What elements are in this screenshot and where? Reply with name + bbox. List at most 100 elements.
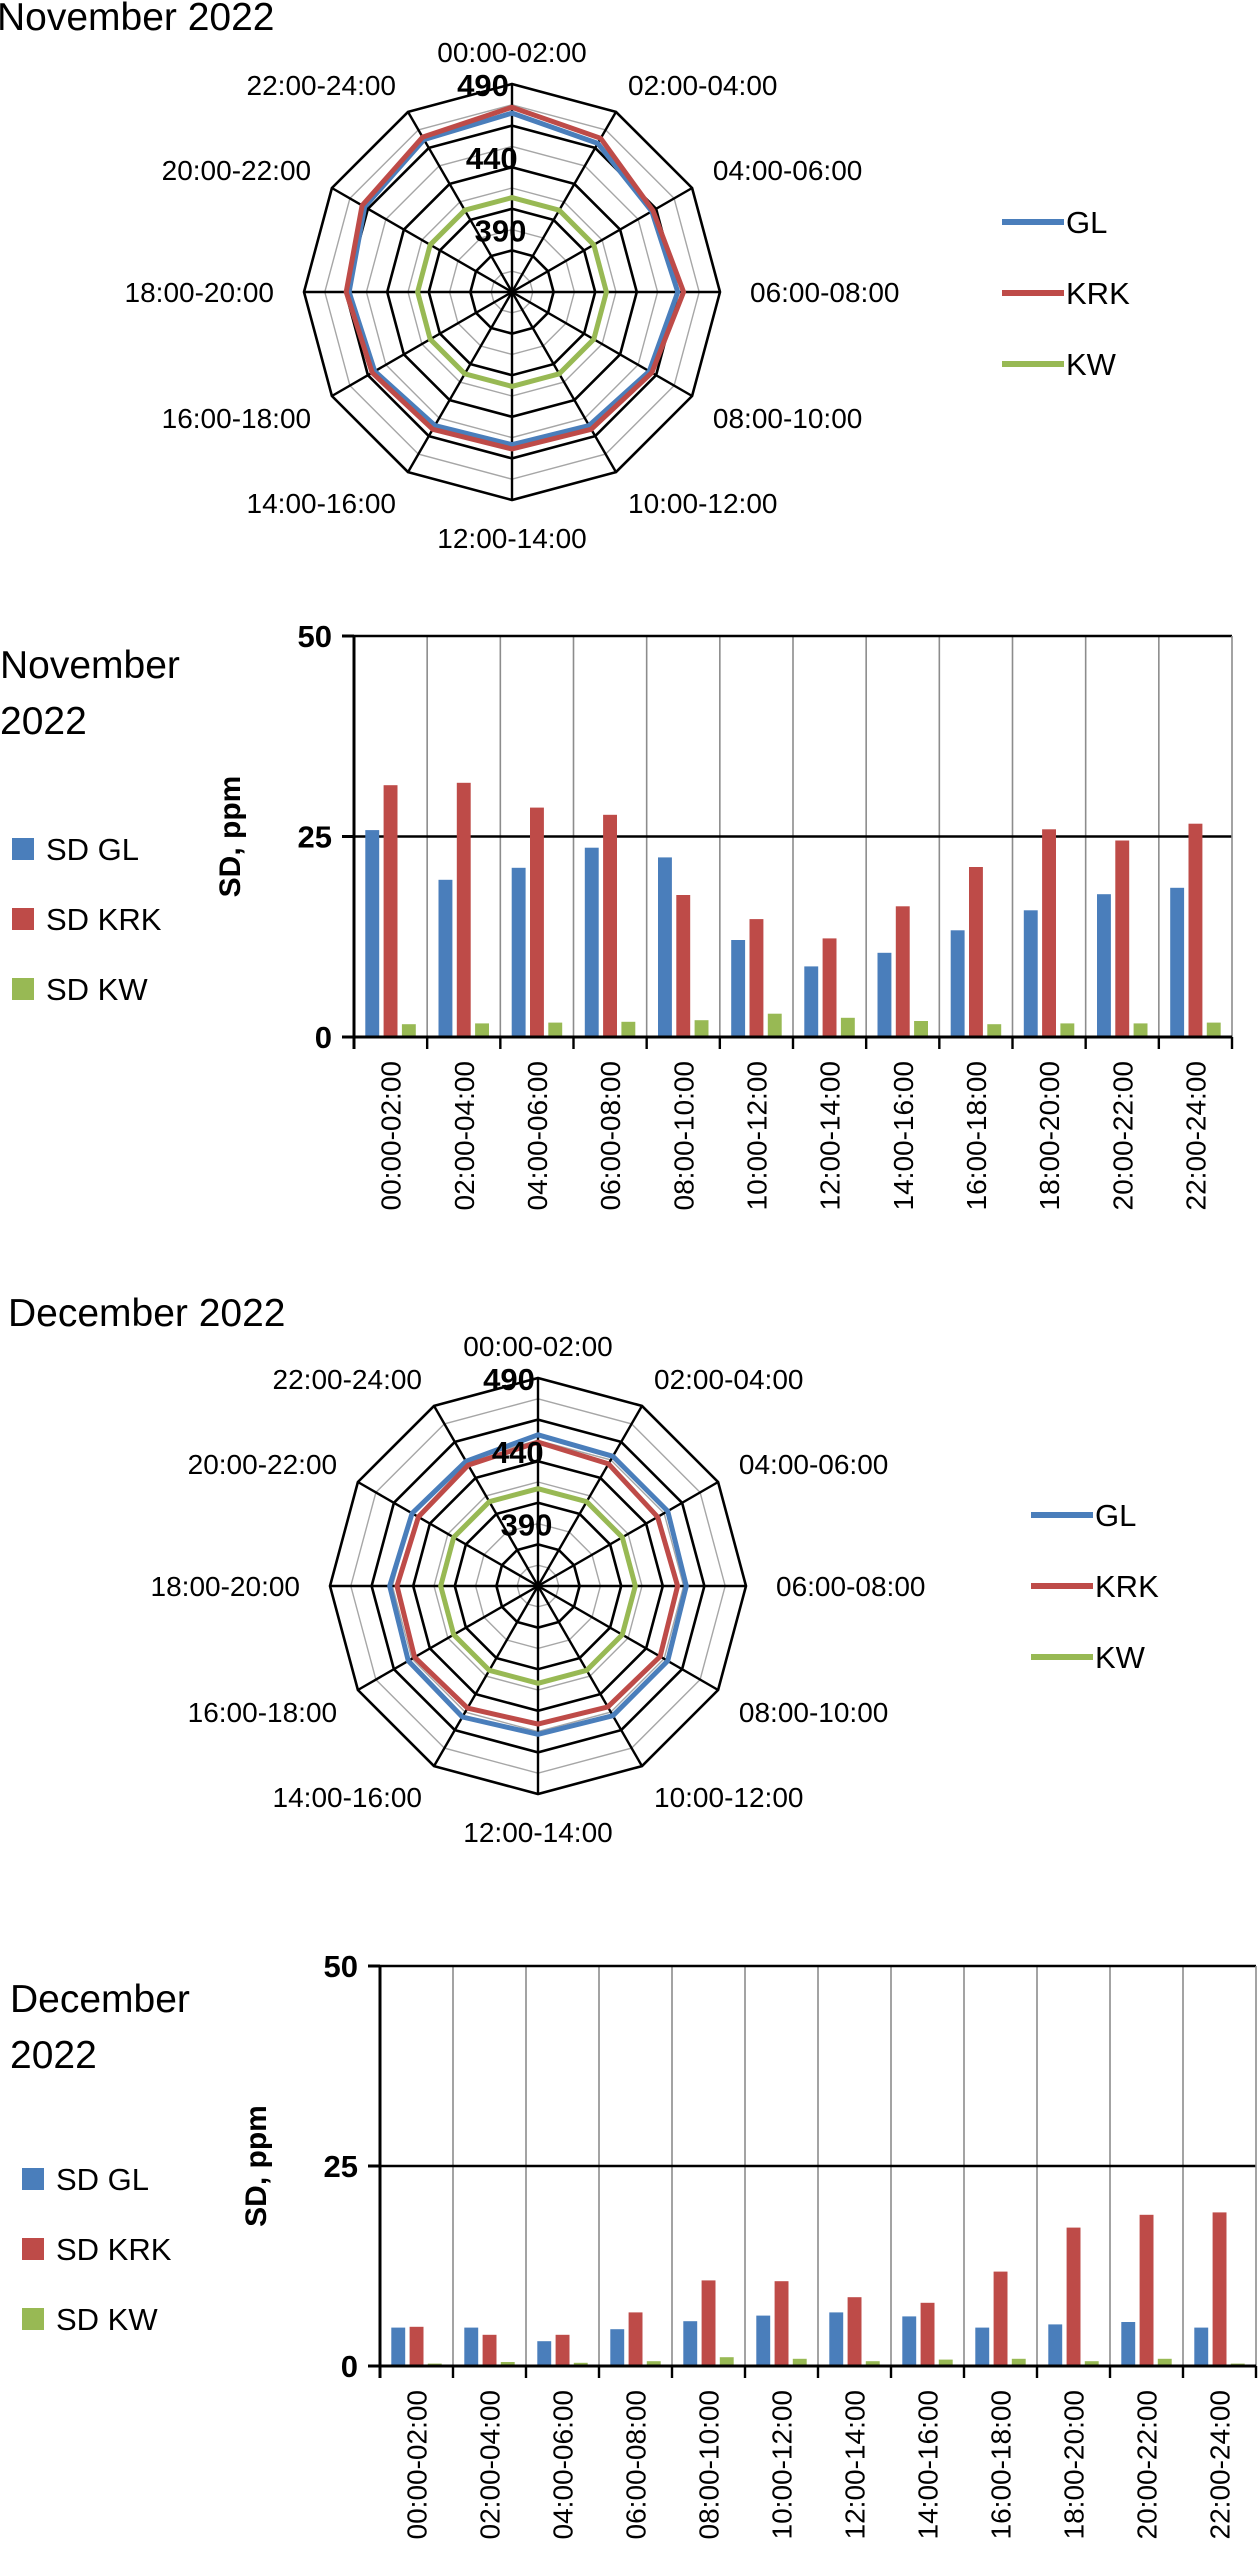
radar-series-kw <box>415 195 609 389</box>
bar-sd-kw <box>1011 2358 1026 2366</box>
bar-sd-kw <box>1157 2358 1172 2366</box>
bar-sd-krk <box>1212 2212 1227 2366</box>
bar-sd-kw <box>573 2362 588 2366</box>
bar-sd-krk <box>749 919 764 1037</box>
radial-tick-label: 440 <box>466 141 518 176</box>
bar-sd-kw <box>987 1024 1002 1037</box>
x-tick-label: 02:00-04:00 <box>449 1061 480 1210</box>
category-label: 18:00-20:00 <box>151 1571 300 1602</box>
bar-sd-kw <box>840 1017 855 1037</box>
radar-spoke <box>357 1480 539 1588</box>
bar-sd-krk <box>822 938 837 1037</box>
radar-series-kw <box>438 1486 638 1686</box>
legend-label: SD GL <box>46 832 139 867</box>
radar-series-krk <box>343 104 687 452</box>
chart-title-line2: 2022 <box>0 700 87 743</box>
bar-sd-kw <box>1084 2361 1099 2366</box>
bar-sd-kw <box>792 2358 807 2366</box>
radar-spoke <box>537 1584 719 1692</box>
radial-tick-label: 490 <box>483 1362 535 1397</box>
bar-sd-krk <box>1139 2214 1154 2366</box>
bar-sd-kw <box>694 1020 709 1037</box>
category-label: 12:00-14:00 <box>463 1817 612 1848</box>
x-tick-label: 16:00-18:00 <box>986 2390 1017 2539</box>
x-tick-label: 20:00-22:00 <box>1132 2390 1163 2539</box>
radial-tick-label: 390 <box>475 214 527 249</box>
x-tick-label: 22:00-24:00 <box>1205 2390 1236 2539</box>
bar-sd-krk <box>456 782 471 1037</box>
bar-sd-krk <box>603 814 617 1037</box>
x-tick-label: 12:00-14:00 <box>840 2390 871 2539</box>
legend-label: SD KW <box>56 2302 158 2337</box>
bar-sd-krk <box>555 2334 570 2366</box>
radar-spoke <box>406 291 514 473</box>
bar-sd-gl <box>438 879 453 1037</box>
bar-sd-krk <box>1066 2227 1081 2366</box>
bar-sd-kw <box>938 2359 953 2366</box>
bar-sd-gl <box>464 2327 479 2366</box>
category-label: 04:00-06:00 <box>739 1449 888 1480</box>
x-tick-label: 00:00-02:00 <box>376 1061 407 1210</box>
bar-sd-kw <box>475 1023 489 1037</box>
bar-sd-kw <box>1206 1022 1221 1037</box>
bar-sd-krk <box>701 2280 716 2366</box>
bar-sd-gl <box>1194 2327 1209 2366</box>
bar-sd-gl <box>756 2315 771 2366</box>
bar-sd-krk <box>383 785 398 1037</box>
legend-label: KRK <box>1095 1569 1159 1604</box>
bar-sd-kw <box>767 1013 782 1037</box>
category-label: 00:00-02:00 <box>437 37 586 68</box>
radar-title: November 2022 <box>0 0 275 39</box>
bar-sd-gl <box>1097 894 1111 1037</box>
category-label: 16:00-18:00 <box>162 403 311 434</box>
bar-sd-gl <box>584 847 599 1037</box>
legend-swatch-sd-kw <box>22 2308 44 2330</box>
x-tick-label: 14:00-16:00 <box>913 2390 944 2539</box>
x-tick-label: 08:00-10:00 <box>668 1061 699 1210</box>
bar-sd-krk <box>530 807 544 1037</box>
x-tick-label: 10:00-12:00 <box>741 1061 772 1210</box>
category-label: 16:00-18:00 <box>188 1697 337 1728</box>
radial-tick-label: 490 <box>457 68 509 103</box>
category-label: 06:00-08:00 <box>776 1571 925 1602</box>
category-label: 14:00-16:00 <box>273 1782 422 1813</box>
x-tick-label: 12:00-14:00 <box>815 1061 846 1210</box>
bar-sd-krk <box>482 2334 497 2366</box>
legend-label: KRK <box>1066 276 1130 311</box>
legend-label: SD KRK <box>56 2232 172 2267</box>
category-label: 14:00-16:00 <box>247 488 396 519</box>
legend-label: SD KRK <box>46 902 162 937</box>
radar-spoke <box>537 1480 719 1588</box>
x-tick-label: 18:00-20:00 <box>1059 2390 1090 2539</box>
y-tick-label: 25 <box>324 2149 358 2184</box>
x-tick-label: 20:00-22:00 <box>1107 1061 1138 1210</box>
x-tick-label: 00:00-02:00 <box>402 2390 433 2539</box>
y-tick-label: 50 <box>298 619 332 654</box>
category-label: 10:00-12:00 <box>654 1782 803 1813</box>
y-axis-label: SD, ppm <box>214 776 247 898</box>
radial-tick-label: 440 <box>492 1435 544 1470</box>
category-label: 08:00-10:00 <box>739 1697 888 1728</box>
category-label: 22:00-24:00 <box>273 1364 422 1395</box>
bar-sd-gl <box>804 966 819 1037</box>
bar-sd-kw <box>865 2361 880 2366</box>
legend-label: SD KW <box>46 972 148 1007</box>
bar-sd-kw <box>500 2362 515 2366</box>
bar-sd-kw <box>621 1021 636 1037</box>
bar-sd-krk <box>409 2326 424 2366</box>
bar-sd-gl <box>975 2327 990 2366</box>
bar-sd-kw <box>646 2361 661 2366</box>
legend-label: KW <box>1095 1640 1146 1675</box>
x-tick-label: 04:00-06:00 <box>522 1061 553 1210</box>
chart-title-line1: November <box>0 644 180 687</box>
legend-label: KW <box>1066 347 1117 382</box>
bar-sd-krk <box>993 2271 1008 2366</box>
legend-label: GL <box>1066 205 1107 240</box>
bar-sd-krk <box>1115 840 1130 1037</box>
x-tick-label: 06:00-08:00 <box>595 1061 626 1210</box>
radial-tick-label: 390 <box>501 1508 553 1543</box>
x-tick-label: 06:00-08:00 <box>621 2390 652 2539</box>
x-tick-label: 22:00-24:00 <box>1180 1061 1211 1210</box>
bar-sd-krk <box>920 2302 935 2366</box>
